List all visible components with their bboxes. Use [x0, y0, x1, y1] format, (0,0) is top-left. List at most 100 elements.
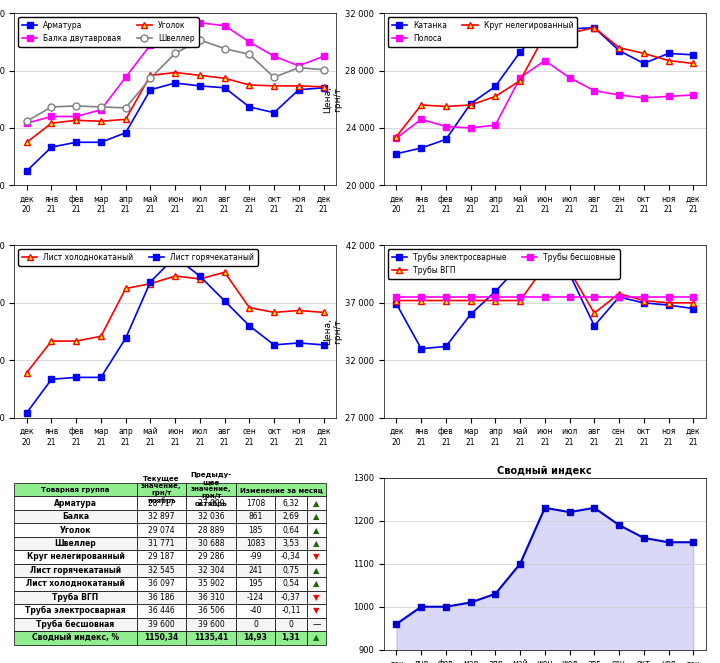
Арматура [72, 139, 81, 147]
Bar [275, 591, 307, 604]
Bar [14, 550, 137, 564]
Text: Труба электросварная: Труба электросварная [25, 607, 126, 615]
Text: 185: 185 [248, 526, 263, 534]
Трубы ВГП [516, 296, 524, 304]
Швеллер [122, 104, 130, 112]
Лист холоднокатаный [196, 275, 204, 283]
Круг нелегированный [516, 77, 524, 85]
Арматура [122, 129, 130, 137]
Швеллер [96, 103, 105, 111]
Балка двутавровая [196, 19, 204, 27]
Bar [137, 604, 186, 618]
Bar [137, 631, 186, 644]
Круг нелегированный [639, 50, 648, 58]
Bar [186, 564, 236, 577]
Bar [14, 564, 137, 577]
Text: 28 717: 28 717 [148, 499, 175, 508]
Bar [307, 550, 326, 564]
Bar [186, 631, 236, 644]
Уголок [220, 74, 229, 82]
Text: ▼: ▼ [313, 593, 320, 602]
Уголок [319, 83, 328, 91]
Text: Труба бесшовная: Труба бесшовная [36, 620, 114, 629]
Legend: Трубы электросварные, Трубы ВГП, Трубы бесшовные: Трубы электросварные, Трубы ВГП, Трубы б… [388, 249, 620, 278]
Bar [236, 631, 275, 644]
Bar [186, 483, 236, 497]
Полоса [639, 94, 648, 102]
Арматура [319, 84, 328, 91]
Bar [275, 577, 307, 591]
Швеллер [245, 50, 253, 58]
Лист горячекатаный [319, 341, 328, 349]
Лист холоднокатаный [72, 337, 81, 345]
Bar [275, 604, 307, 618]
Bar [186, 618, 236, 631]
Bar [137, 483, 186, 497]
Text: 32 304: 32 304 [198, 566, 225, 575]
Катанка [590, 24, 598, 32]
Лист горячекатаный [96, 373, 105, 381]
Line: Полоса: Полоса [393, 57, 697, 141]
Bar [236, 577, 275, 591]
Лист холоднокатаный [146, 280, 155, 288]
Text: 2,69: 2,69 [282, 512, 300, 521]
Круг нелегированный [417, 101, 426, 109]
Text: 39 600: 39 600 [148, 620, 175, 629]
Полоса [491, 121, 500, 129]
Bar [186, 550, 236, 564]
Text: —: — [312, 620, 321, 629]
Text: 36 506: 36 506 [198, 607, 225, 615]
Трубы электросварные [392, 300, 401, 308]
Балка двутавровая [122, 74, 130, 82]
Уголок [245, 81, 253, 89]
Bar [186, 510, 236, 523]
Bar [14, 577, 137, 591]
Трубы бесшовные [541, 293, 549, 301]
Трубы ВГП [590, 309, 598, 317]
Text: 28 889: 28 889 [198, 526, 225, 534]
Text: 29 074: 29 074 [148, 526, 175, 534]
Text: 39 600: 39 600 [198, 620, 225, 629]
Катанка [516, 48, 524, 56]
Лист горячекатаный [22, 409, 31, 417]
Лист горячекатаный [294, 339, 303, 347]
Трубы бесшовные [392, 293, 401, 301]
Text: 195: 195 [248, 579, 263, 589]
Лист холоднокатаный [171, 272, 179, 280]
Text: 31 771: 31 771 [148, 539, 175, 548]
Лист холоднокатаный [122, 284, 130, 292]
Швеллер [22, 117, 31, 125]
Полоса [590, 87, 598, 95]
Bar [14, 510, 137, 523]
Уголок [96, 117, 105, 125]
Трубы бесшовные [639, 293, 648, 301]
Text: Балка: Балка [62, 512, 89, 521]
Круг нелегированный [441, 103, 450, 111]
Bar [307, 631, 326, 644]
Text: 0,64: 0,64 [282, 526, 300, 534]
Bar [236, 591, 275, 604]
Bar [14, 537, 137, 550]
Text: 29 286: 29 286 [198, 552, 225, 562]
Text: Предыду-
щее
значение,
грн/т
октябрь: Предыду- щее значение, грн/т октябрь [191, 472, 232, 507]
Bar [275, 618, 307, 631]
Трубы ВГП [615, 290, 624, 298]
Трубы электросварные [664, 301, 672, 309]
Text: 29 187: 29 187 [148, 552, 175, 562]
Лист горячекатаный [122, 334, 130, 342]
Text: Круг нелегированный: Круг нелегированный [27, 552, 125, 562]
Line: Круг нелегированный: Круг нелегированный [393, 24, 697, 140]
Bar [14, 591, 137, 604]
Text: 36 186: 36 186 [148, 593, 175, 602]
Y-axis label: Цена,
грн/т: Цена, грн/т [323, 318, 343, 345]
Трубы бесшовные [491, 293, 500, 301]
Круг нелегированный [467, 101, 475, 109]
Балка двутавровая [48, 113, 56, 121]
Лист горячекатаный [72, 373, 81, 381]
Катанка [417, 144, 426, 152]
Text: 14,93: 14,93 [243, 633, 267, 642]
Полоса [615, 91, 624, 99]
Трубы ВГП [417, 296, 426, 304]
Арматура [270, 109, 279, 117]
Bar [275, 564, 307, 577]
